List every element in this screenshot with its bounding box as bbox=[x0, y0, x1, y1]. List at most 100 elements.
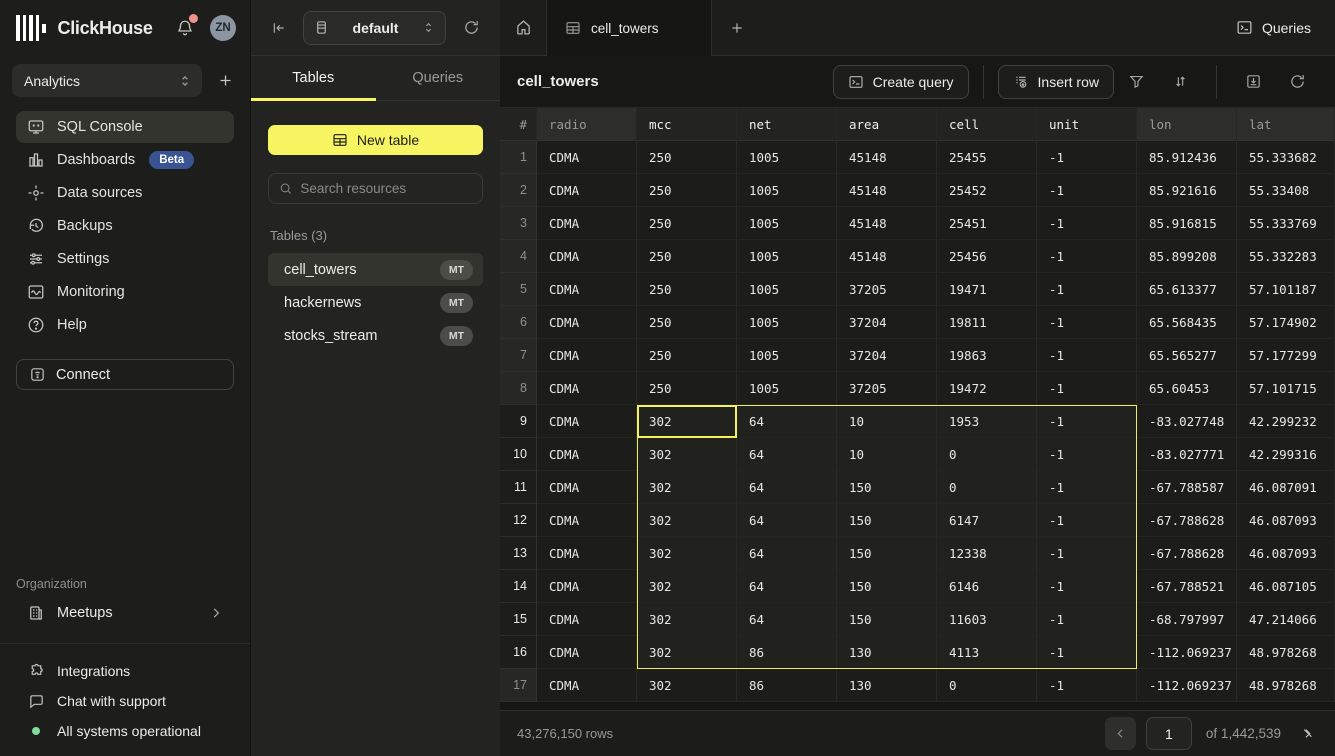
row-number[interactable]: 17 bbox=[500, 669, 537, 702]
table-cell[interactable]: CDMA bbox=[537, 669, 637, 702]
table-cell[interactable]: 46.087093 bbox=[1237, 537, 1335, 570]
table-cell[interactable]: 1005 bbox=[737, 174, 837, 207]
table-cell[interactable]: 55.333682 bbox=[1237, 141, 1335, 174]
table-cell[interactable]: 302 bbox=[637, 636, 737, 669]
table-cell[interactable]: 6146 bbox=[937, 570, 1037, 603]
table-cell[interactable]: 64 bbox=[737, 603, 837, 636]
table-cell[interactable]: 302 bbox=[637, 669, 737, 702]
table-item-cell-towers[interactable]: cell_towers MT bbox=[268, 253, 483, 286]
table-cell[interactable]: 0 bbox=[937, 471, 1037, 504]
table-cell[interactable]: 150 bbox=[837, 504, 937, 537]
table-cell[interactable]: 4113 bbox=[937, 636, 1037, 669]
table-cell[interactable]: -1 bbox=[1037, 273, 1137, 306]
database-select[interactable]: default bbox=[303, 11, 446, 45]
table-cell[interactable]: 1953 bbox=[937, 405, 1037, 438]
row-number[interactable]: 8 bbox=[500, 372, 537, 405]
column-header-radio[interactable]: radio bbox=[537, 108, 637, 141]
table-cell[interactable]: 37204 bbox=[837, 339, 937, 372]
table-cell[interactable]: CDMA bbox=[537, 240, 637, 273]
sidebar-item-dashboards[interactable]: Dashboards Beta bbox=[16, 144, 234, 176]
sidebar-item-integrations[interactable]: Integrations bbox=[16, 656, 234, 686]
row-number[interactable]: 14 bbox=[500, 570, 537, 603]
table-cell[interactable]: 57.174902 bbox=[1237, 306, 1335, 339]
row-number[interactable]: 1 bbox=[500, 141, 537, 174]
table-cell[interactable]: -1 bbox=[1037, 603, 1137, 636]
table-cell[interactable]: -68.797997 bbox=[1137, 603, 1237, 636]
column-header-num[interactable]: # bbox=[500, 108, 537, 141]
table-cell[interactable]: 302 bbox=[637, 471, 737, 504]
page-input[interactable] bbox=[1146, 717, 1192, 750]
table-cell[interactable]: 25456 bbox=[937, 240, 1037, 273]
next-page-button[interactable] bbox=[1295, 722, 1319, 746]
table-cell[interactable]: -1 bbox=[1037, 339, 1137, 372]
tab-queries[interactable]: Queries bbox=[376, 56, 501, 100]
table-cell[interactable]: 25455 bbox=[937, 141, 1037, 174]
table-cell[interactable]: -1 bbox=[1037, 570, 1137, 603]
table-cell[interactable]: 45148 bbox=[837, 174, 937, 207]
table-cell[interactable]: 1005 bbox=[737, 141, 837, 174]
new-tab-button[interactable] bbox=[712, 0, 762, 55]
table-cell[interactable]: 64 bbox=[737, 405, 837, 438]
table-cell[interactable]: 46.087093 bbox=[1237, 504, 1335, 537]
column-header-net[interactable]: net bbox=[737, 108, 837, 141]
table-cell[interactable]: 57.101187 bbox=[1237, 273, 1335, 306]
table-item-stocks-stream[interactable]: stocks_stream MT bbox=[268, 319, 483, 352]
table-cell[interactable]: -83.027748 bbox=[1137, 405, 1237, 438]
table-cell[interactable]: 48.978268 bbox=[1237, 636, 1335, 669]
notifications-button[interactable] bbox=[174, 17, 196, 39]
table-cell[interactable]: 1005 bbox=[737, 306, 837, 339]
table-cell[interactable]: CDMA bbox=[537, 570, 637, 603]
column-header-area[interactable]: area bbox=[837, 108, 937, 141]
table-cell[interactable]: 1005 bbox=[737, 372, 837, 405]
row-number[interactable]: 15 bbox=[500, 603, 537, 636]
sidebar-item-monitoring[interactable]: Monitoring bbox=[16, 276, 234, 308]
sidebar-item-sql-console[interactable]: SQL Console bbox=[16, 111, 234, 143]
table-cell[interactable]: 37204 bbox=[837, 306, 937, 339]
table-cell[interactable]: 250 bbox=[637, 240, 737, 273]
queries-button[interactable]: Queries bbox=[1212, 0, 1335, 55]
row-number[interactable]: 2 bbox=[500, 174, 537, 207]
table-cell[interactable]: -67.788628 bbox=[1137, 537, 1237, 570]
table-cell[interactable]: 19811 bbox=[937, 306, 1037, 339]
table-cell[interactable]: 25452 bbox=[937, 174, 1037, 207]
table-cell[interactable]: -67.788521 bbox=[1137, 570, 1237, 603]
table-cell[interactable]: 64 bbox=[737, 438, 837, 471]
table-cell[interactable]: -1 bbox=[1037, 141, 1137, 174]
table-cell[interactable]: CDMA bbox=[537, 339, 637, 372]
sidebar-item-settings[interactable]: Settings bbox=[16, 243, 234, 275]
workspace-select[interactable]: Analytics bbox=[12, 64, 202, 97]
table-cell[interactable]: 302 bbox=[637, 405, 737, 438]
table-cell[interactable]: 250 bbox=[637, 273, 737, 306]
table-cell[interactable]: 250 bbox=[637, 339, 737, 372]
table-cell[interactable]: 250 bbox=[637, 372, 737, 405]
refresh-button[interactable] bbox=[1282, 67, 1312, 97]
row-number[interactable]: 16 bbox=[500, 636, 537, 669]
table-cell[interactable]: 45148 bbox=[837, 141, 937, 174]
table-cell[interactable]: 12338 bbox=[937, 537, 1037, 570]
table-cell[interactable]: -1 bbox=[1037, 372, 1137, 405]
table-cell[interactable]: 47.214066 bbox=[1237, 603, 1335, 636]
table-cell[interactable]: 130 bbox=[837, 669, 937, 702]
table-cell[interactable]: 302 bbox=[637, 504, 737, 537]
table-cell[interactable]: 65.60453 bbox=[1137, 372, 1237, 405]
table-cell[interactable]: CDMA bbox=[537, 471, 637, 504]
avatar[interactable]: ZN bbox=[210, 15, 236, 41]
table-cell[interactable]: 37205 bbox=[837, 273, 937, 306]
table-cell[interactable]: 65.568435 bbox=[1137, 306, 1237, 339]
table-cell[interactable]: 1005 bbox=[737, 273, 837, 306]
table-cell[interactable]: -1 bbox=[1037, 438, 1137, 471]
table-cell[interactable]: -67.788628 bbox=[1137, 504, 1237, 537]
table-cell[interactable]: 150 bbox=[837, 471, 937, 504]
table-cell[interactable]: 10 bbox=[837, 405, 937, 438]
table-cell[interactable]: CDMA bbox=[537, 405, 637, 438]
table-cell[interactable]: CDMA bbox=[537, 537, 637, 570]
table-cell[interactable]: 42.299232 bbox=[1237, 405, 1335, 438]
table-cell[interactable]: 19863 bbox=[937, 339, 1037, 372]
sidebar-item-backups[interactable]: Backups bbox=[16, 210, 234, 242]
table-cell[interactable]: 302 bbox=[637, 438, 737, 471]
table-cell[interactable]: 150 bbox=[837, 570, 937, 603]
table-cell[interactable]: CDMA bbox=[537, 207, 637, 240]
table-cell[interactable]: 11603 bbox=[937, 603, 1037, 636]
table-cell[interactable]: 64 bbox=[737, 537, 837, 570]
table-cell[interactable]: -1 bbox=[1037, 174, 1137, 207]
